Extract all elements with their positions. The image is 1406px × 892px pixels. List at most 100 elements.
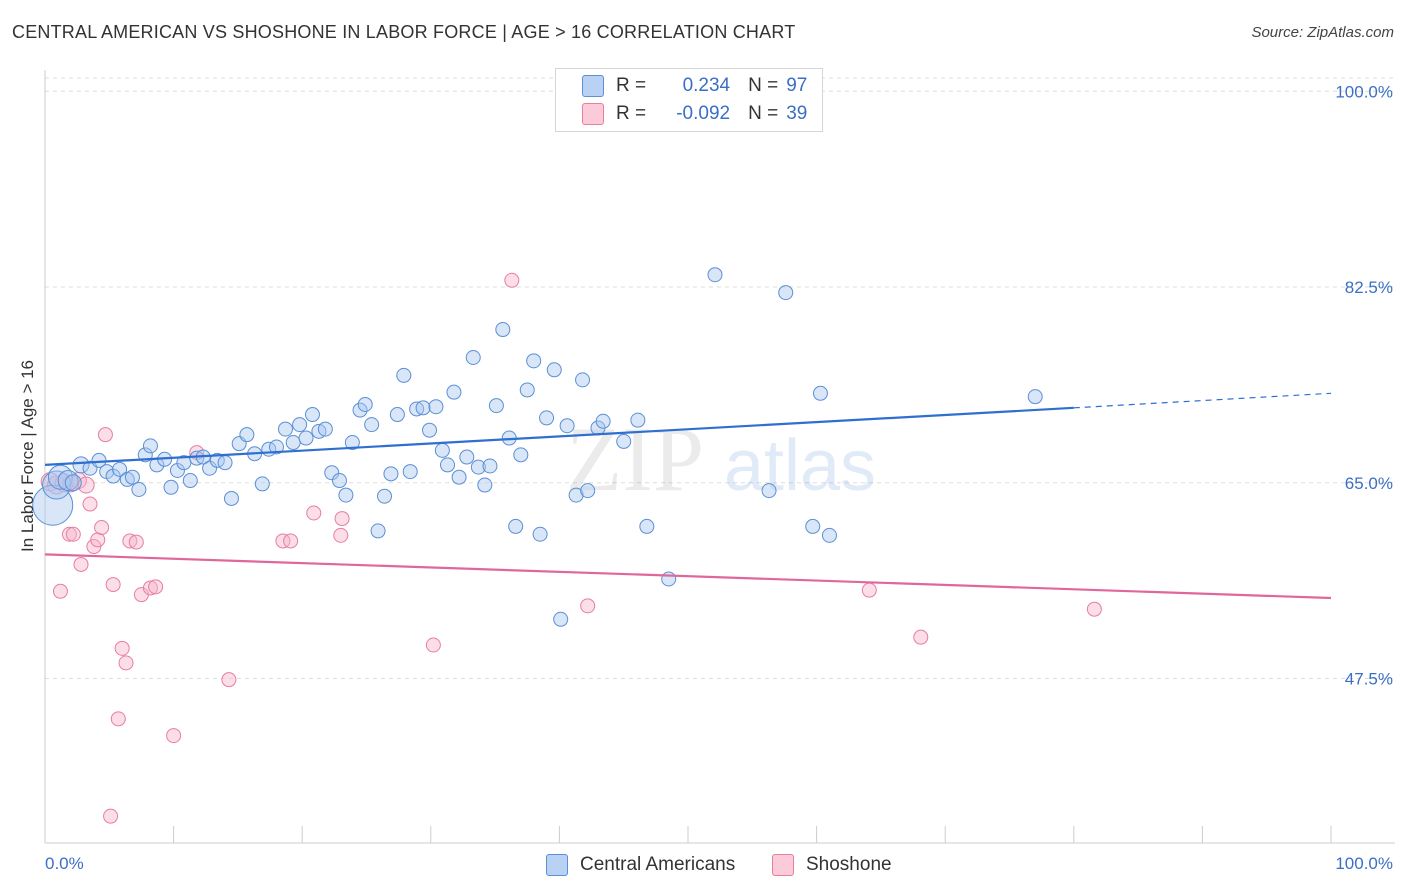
central-americans-point — [639, 518, 655, 534]
central-americans-point — [580, 483, 596, 499]
correlation-legend: R = 0.234 N = 97 R = -0.092 N = 39 — [555, 68, 823, 132]
central-americans-point — [821, 527, 837, 543]
central-americans-point — [440, 457, 456, 473]
central-americans-point — [428, 399, 444, 415]
central-americans-point — [595, 413, 611, 429]
central-americans-point — [217, 455, 233, 471]
central-americans-point — [575, 372, 591, 388]
watermark-atlas: atlas — [724, 426, 876, 506]
shoshone-point — [52, 583, 68, 599]
central-americans-trend-line — [44, 406, 1074, 466]
central-americans-point — [298, 430, 314, 446]
central-americans-point — [223, 490, 239, 506]
shoshone-point — [103, 808, 119, 824]
central-americans-point — [331, 473, 347, 489]
central-americans-point — [470, 459, 486, 475]
trend-lines — [44, 392, 1332, 600]
central-americans-point — [124, 469, 140, 485]
shoshone-point — [77, 476, 95, 494]
central-americans-point — [285, 435, 301, 451]
shoshone-point — [580, 598, 596, 614]
shoshone-point — [504, 272, 520, 288]
shoshone-point — [110, 711, 126, 727]
central-americans-point — [277, 421, 293, 437]
central-americans-point — [112, 461, 128, 477]
central-americans-points — [32, 267, 1043, 627]
central-americans-point — [434, 442, 450, 458]
shoshone-point — [65, 526, 81, 542]
central-americans-point — [805, 518, 821, 534]
central-americans-point — [163, 479, 179, 495]
y-tick-label: 82.5% — [1345, 278, 1393, 297]
chart-title: CENTRAL AMERICAN VS SHOSHONE IN LABOR FO… — [12, 22, 796, 42]
central-americans-point — [812, 385, 828, 401]
shoshone-point — [61, 526, 77, 542]
central-americans-point — [508, 518, 524, 534]
central-americans-point — [446, 384, 462, 400]
central-americans-point — [182, 473, 198, 489]
central-americans-point — [32, 484, 74, 526]
central-americans-point — [477, 477, 493, 493]
central-americans-point — [513, 447, 529, 463]
shoshone-n-value: 39 — [786, 103, 808, 124]
shoshone-swatch — [582, 103, 604, 125]
central-americans-point — [268, 439, 284, 455]
r-label: R = — [616, 75, 647, 96]
shoshone-legend-label: Shoshone — [806, 854, 892, 875]
central-americans-point — [377, 488, 393, 504]
shoshone-point — [861, 582, 877, 598]
central-americans-point — [364, 417, 380, 433]
y-axis-label: In Labor Force | Age > 16 — [18, 359, 37, 553]
central-n-value: 97 — [786, 75, 808, 96]
central-americans-point — [488, 398, 504, 414]
central-americans-point — [459, 449, 475, 465]
shoshone-point — [97, 427, 113, 443]
shoshone-point — [94, 520, 110, 536]
central-americans-point — [465, 349, 481, 365]
central-americans-point — [169, 462, 185, 478]
shoshone-point — [166, 728, 182, 744]
central-americans-point — [57, 470, 79, 492]
y-tick-label: 100.0% — [1335, 82, 1393, 101]
legend-row-shoshone: R = -0.092 N = 39 — [582, 101, 807, 127]
central-americans-point — [72, 456, 90, 474]
central-americans-point — [495, 322, 511, 338]
shoshone-point — [283, 533, 299, 549]
central-americans-point — [539, 410, 555, 426]
shoshone-point — [913, 629, 929, 645]
central-americans-point — [482, 458, 498, 474]
central-americans-point — [254, 476, 270, 492]
shoshone-point — [275, 533, 291, 549]
shoshone-trend-line — [44, 553, 1332, 600]
shoshone-swatch — [772, 854, 794, 876]
central-americans-point — [451, 469, 467, 485]
central-americans-point — [661, 571, 677, 587]
shoshone-point — [82, 496, 98, 512]
axes — [44, 70, 1395, 844]
central-americans-point — [526, 353, 542, 369]
shoshone-point — [105, 577, 121, 593]
shoshone-point — [425, 637, 441, 653]
shoshone-point — [114, 640, 130, 656]
central-americans-point — [553, 611, 569, 627]
shoshone-point — [118, 655, 134, 671]
shoshone-points — [40, 272, 1102, 824]
central-americans-point — [42, 470, 72, 500]
shoshone-point — [334, 511, 350, 527]
central-legend-label: Central Americans — [580, 854, 736, 875]
central-americans-point — [64, 474, 82, 492]
n-label: N = — [748, 75, 779, 96]
source-label: Source: ZipAtlas.com — [1251, 24, 1394, 41]
central-americans-point — [402, 464, 418, 480]
central-americans-point — [383, 466, 399, 482]
central-americans-point — [568, 487, 584, 503]
central-americans-point — [559, 418, 575, 434]
y-tick-label: 47.5% — [1345, 670, 1393, 689]
central-americans-point — [546, 362, 562, 378]
central-americans-point — [344, 435, 360, 451]
central-americans-point — [304, 407, 320, 423]
central-americans-point — [389, 407, 405, 423]
legend-row-central: R = 0.234 N = 97 — [582, 73, 807, 99]
bottom-legend-shoshone: Shoshone — [772, 852, 892, 878]
